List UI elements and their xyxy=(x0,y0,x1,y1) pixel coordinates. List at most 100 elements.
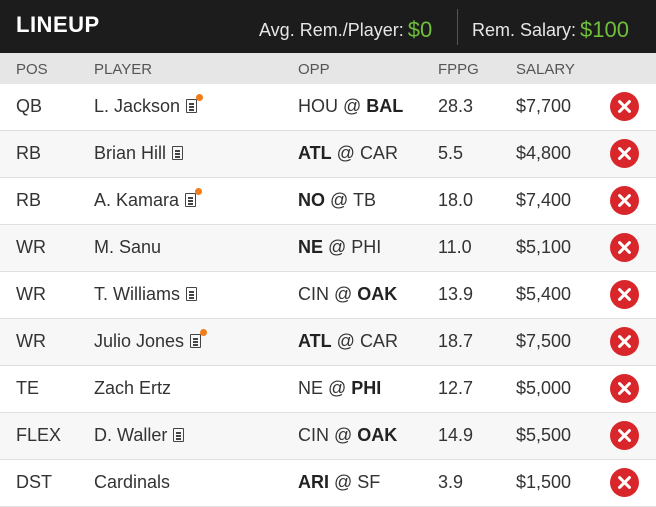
table-row: RB Brian Hill ATL @ CAR 5.5 $4,800 xyxy=(0,131,656,178)
col-player: PLAYER xyxy=(94,61,153,78)
player-fppg: 14.9 xyxy=(438,425,474,445)
news-alert-dot xyxy=(200,329,208,336)
player-name[interactable]: D. Waller xyxy=(94,425,168,445)
remove-icon[interactable] xyxy=(610,327,639,356)
player-name[interactable]: M. Sanu xyxy=(94,237,162,257)
table-row: WR M. Sanu NE @ PHI 11.0 $5,100 xyxy=(0,225,656,272)
remove-icon[interactable] xyxy=(610,374,639,403)
away-team: ATL xyxy=(298,331,332,351)
home-team: CAR xyxy=(359,331,398,351)
matchup: NO @ TB xyxy=(298,190,376,211)
remaining-salary-label: Rem. Salary: xyxy=(472,20,577,40)
col-fppg: FPPG xyxy=(438,61,479,78)
player-name[interactable]: Cardinals xyxy=(94,472,171,492)
away-team: HOU xyxy=(298,96,338,116)
player-salary: $7,400 xyxy=(516,190,572,210)
remove-icon[interactable] xyxy=(610,421,639,450)
news-icon[interactable] xyxy=(190,329,208,349)
player-fppg: 13.9 xyxy=(438,284,474,304)
avg-remaining-per-player: Avg. Rem./Player: $0 xyxy=(259,16,432,42)
news-icon[interactable] xyxy=(173,427,186,443)
col-salary: SALARY xyxy=(516,61,575,78)
remaining-salary-value: $100 xyxy=(580,17,629,42)
news-icon[interactable] xyxy=(185,188,203,208)
player-name-cell: L. Jackson xyxy=(94,94,204,117)
player-salary: $5,400 xyxy=(516,284,572,304)
table-row: WR Julio Jones ATL @ CAR 18.7 $7,500 xyxy=(0,319,656,366)
player-position: DST xyxy=(16,472,52,492)
home-team: PHI xyxy=(351,237,382,257)
remove-icon[interactable] xyxy=(610,468,639,497)
matchup: CIN @ OAK xyxy=(298,425,397,446)
news-alert-dot xyxy=(195,188,203,195)
matchup: NE @ PHI xyxy=(298,378,381,399)
home-team: BAL xyxy=(366,96,404,116)
matchup-at: @ xyxy=(331,331,360,351)
matchup: ARI @ SF xyxy=(298,472,380,493)
player-fppg: 18.7 xyxy=(438,331,474,351)
player-name-cell: Zach Ertz xyxy=(94,378,171,399)
table-row: RB A. Kamara NO @ TB 18.0 $7,400 xyxy=(0,178,656,225)
player-name-cell: T. Williams xyxy=(94,284,199,305)
player-salary: $5,500 xyxy=(516,425,572,445)
player-fppg: 18.0 xyxy=(438,190,474,210)
matchup-at: @ xyxy=(325,190,353,210)
matchup-at: @ xyxy=(323,237,352,257)
player-name[interactable]: A. Kamara xyxy=(94,190,180,210)
home-team: CAR xyxy=(359,143,398,163)
player-fppg: 5.5 xyxy=(438,143,464,163)
matchup-at: @ xyxy=(329,284,358,304)
player-fppg: 12.7 xyxy=(438,378,474,398)
remaining-salary: Rem. Salary: $100 xyxy=(472,16,629,42)
player-name[interactable]: T. Williams xyxy=(94,284,180,304)
news-icon[interactable] xyxy=(186,286,199,302)
page-title: LINEUP xyxy=(16,12,100,37)
player-salary: $5,100 xyxy=(516,237,572,257)
matchup: ATL @ CAR xyxy=(298,143,398,164)
home-team: TB xyxy=(352,190,376,210)
matchup: ATL @ CAR xyxy=(298,331,398,352)
col-pos: POS xyxy=(16,61,48,78)
remove-icon[interactable] xyxy=(610,186,639,215)
matchup-at: @ xyxy=(323,378,352,398)
column-headers: POS PLAYER OPP FPPG SALARY xyxy=(0,53,656,84)
player-salary: $7,700 xyxy=(516,96,572,116)
home-team: PHI xyxy=(351,378,382,398)
home-team: OAK xyxy=(357,425,398,445)
remove-icon[interactable] xyxy=(610,139,639,168)
away-team: CIN xyxy=(298,425,329,445)
player-name[interactable]: Julio Jones xyxy=(94,331,185,351)
remove-icon[interactable] xyxy=(610,233,639,262)
player-position: TE xyxy=(16,378,40,398)
home-team: OAK xyxy=(357,284,398,304)
player-fppg: 28.3 xyxy=(438,96,474,116)
player-position: WR xyxy=(16,331,46,351)
remove-icon[interactable] xyxy=(610,280,639,309)
player-name-cell: Julio Jones xyxy=(94,329,208,352)
away-team: ATL xyxy=(298,143,332,163)
header-divider xyxy=(457,9,458,45)
player-name[interactable]: L. Jackson xyxy=(94,96,181,116)
remove-icon[interactable] xyxy=(610,92,639,121)
away-team: NO xyxy=(298,190,325,210)
player-name-cell: Brian Hill xyxy=(94,143,185,164)
table-row: FLEX D. Waller CIN @ OAK 14.9 $5,500 xyxy=(0,413,656,460)
player-salary: $1,500 xyxy=(516,472,572,492)
player-position: WR xyxy=(16,237,46,257)
matchup-at: @ xyxy=(338,96,367,116)
news-alert-dot xyxy=(196,94,204,101)
player-name[interactable]: Zach Ertz xyxy=(94,378,172,398)
player-fppg: 11.0 xyxy=(438,237,472,257)
player-salary: $4,800 xyxy=(516,143,572,163)
player-name-cell: Cardinals xyxy=(94,472,170,493)
player-name-cell: D. Waller xyxy=(94,425,186,446)
matchup-at: @ xyxy=(329,472,358,492)
table-row: TE Zach Ertz NE @ PHI 12.7 $5,000 xyxy=(0,366,656,413)
home-team: SF xyxy=(357,472,381,492)
news-icon[interactable] xyxy=(186,94,204,114)
news-icon[interactable] xyxy=(172,145,185,161)
player-name[interactable]: Brian Hill xyxy=(94,143,167,163)
lineup-header: LINEUP Avg. Rem./Player: $0 Rem. Salary: $… xyxy=(0,0,656,53)
table-row: QB L. Jackson HOU @ BAL 28.3 $7,700 xyxy=(0,84,656,131)
player-position: RB xyxy=(16,190,42,210)
